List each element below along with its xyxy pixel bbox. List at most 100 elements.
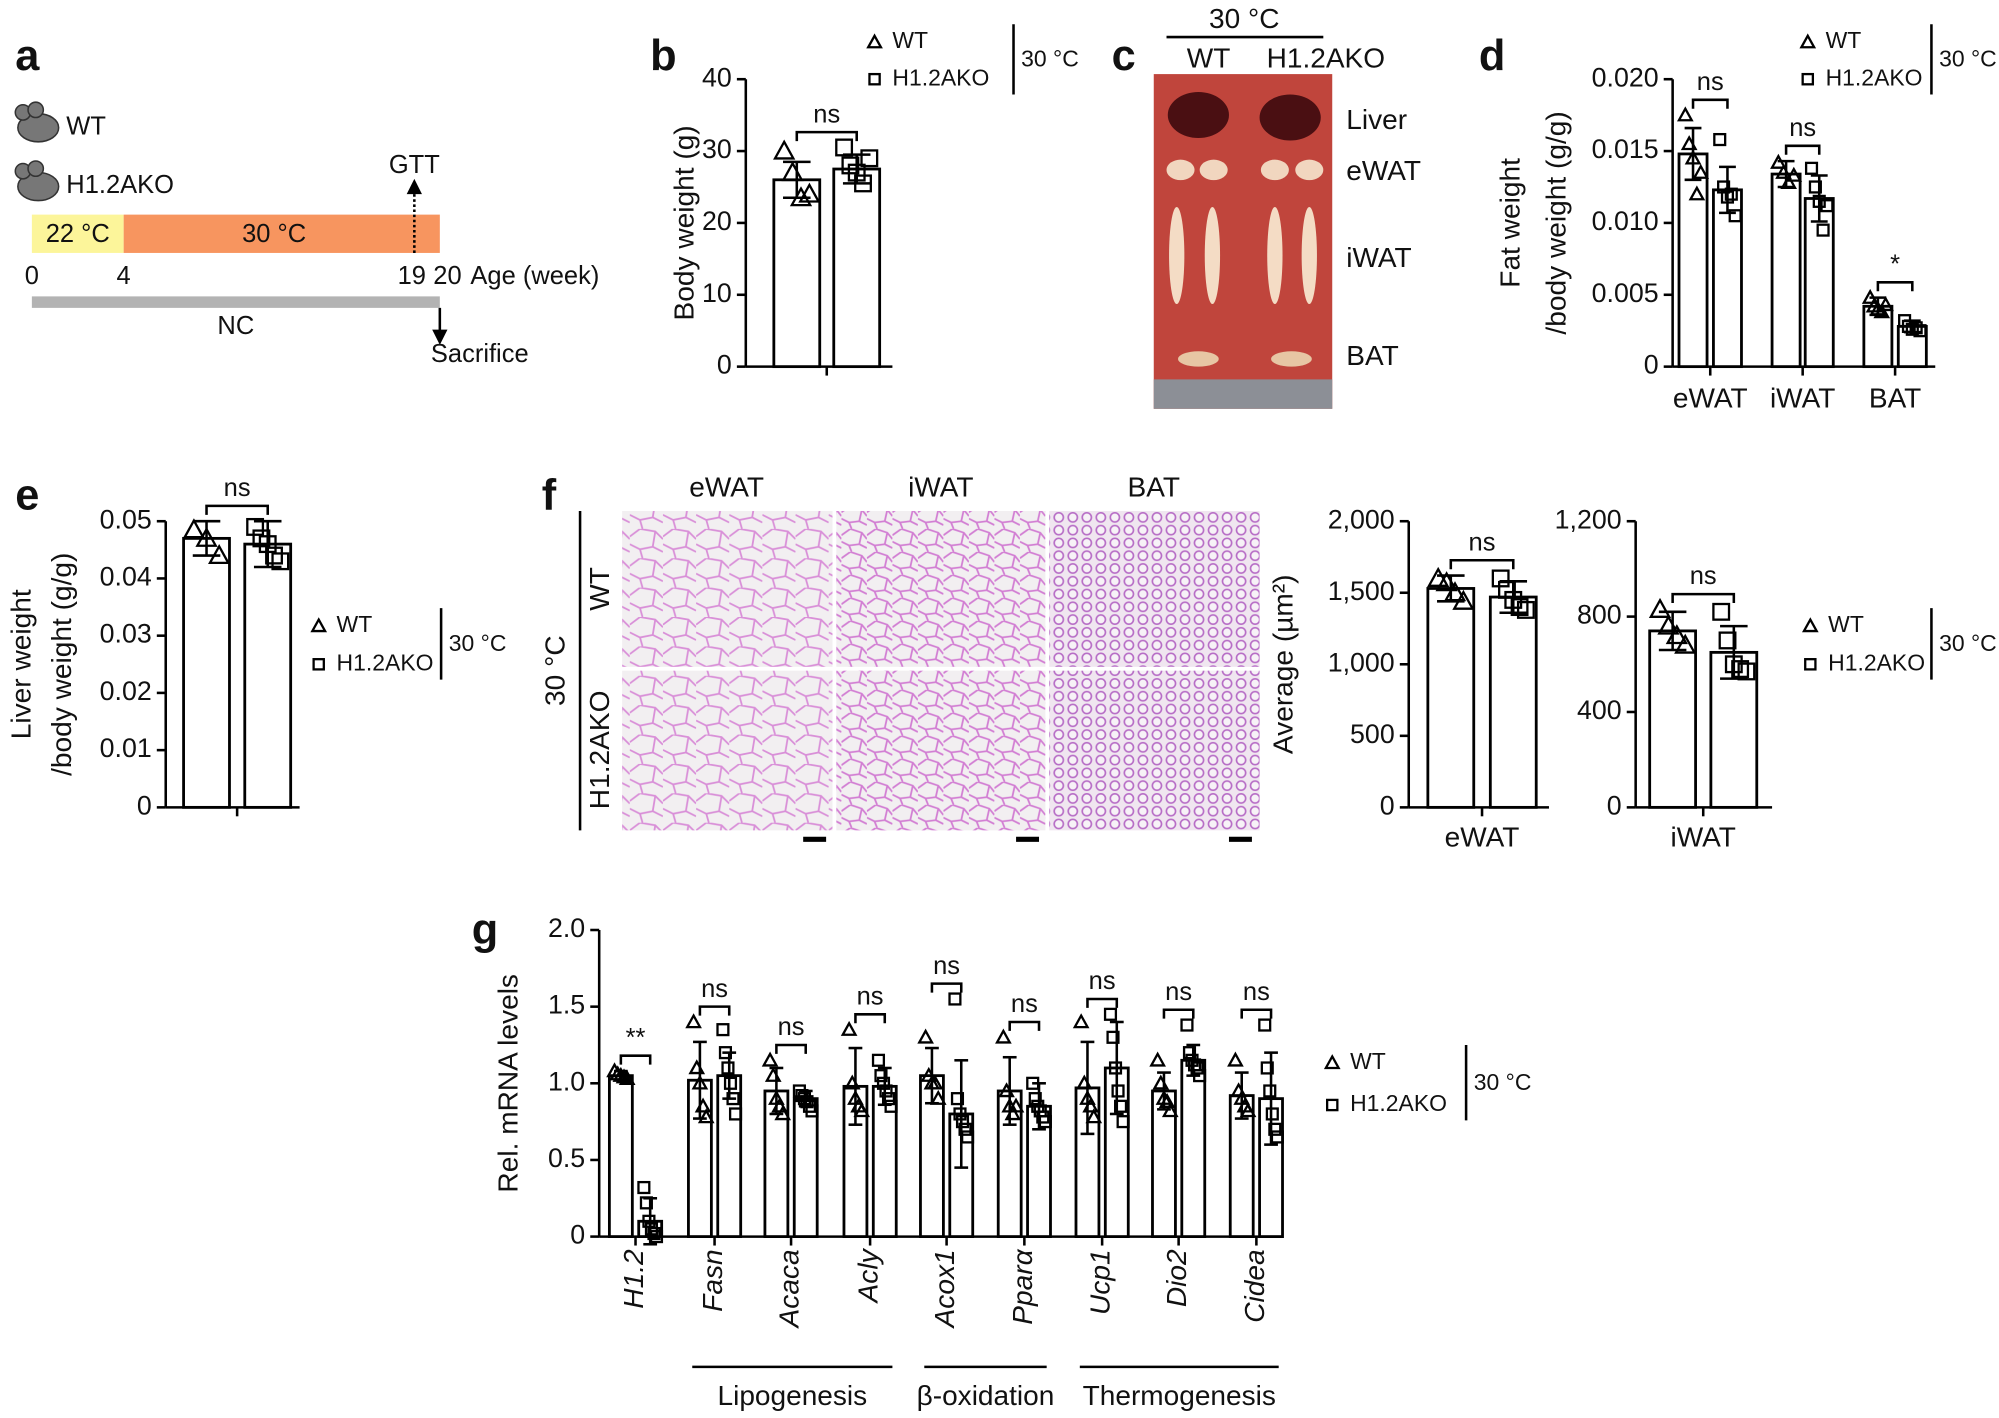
data-point [847, 163, 866, 182]
y-tick-label: 30 [702, 134, 732, 164]
y-axis-label: Average (µm²) [1268, 574, 1299, 754]
significance-label: ns [1243, 978, 1270, 1006]
data-point [874, 1069, 888, 1083]
data-point [1075, 1074, 1093, 1090]
column-label: eWAT [689, 472, 764, 503]
data-point [1260, 1061, 1274, 1075]
data-point [1873, 303, 1891, 319]
diet-bar [31, 296, 440, 308]
data-point [723, 1076, 738, 1090]
event-label: GTT [389, 151, 440, 179]
data-point [1106, 1030, 1120, 1044]
significance-bracket [775, 1043, 807, 1054]
data-point [1227, 1051, 1244, 1067]
data-point [1180, 1018, 1194, 1032]
y-tick-label: 10 [702, 278, 732, 308]
bar [607, 1074, 634, 1239]
data-point [805, 1104, 819, 1118]
data-point [258, 535, 277, 554]
data-point [1498, 580, 1516, 599]
data-point [950, 1092, 965, 1106]
data-point [1111, 1084, 1125, 1098]
group-label: β-oxidation [917, 1380, 1055, 1411]
y-axis-label: Fat weight [1494, 158, 1525, 288]
ewat [1295, 159, 1324, 181]
y-tick-label: 0 [717, 350, 732, 380]
data-point [929, 1089, 947, 1105]
data-point [764, 1066, 782, 1082]
panel-label: d [1479, 32, 1505, 80]
y-axis-label: /body weight (g/g) [1540, 111, 1571, 334]
x-tick-label: Dio2 [1161, 1249, 1192, 1307]
bar-chart: 0 0.005 0.010 0.015 0.020 Fat weight/body wei… [1494, 62, 1936, 413]
y-axis-label: /body weight (g/g) [46, 553, 77, 776]
y-tick-label: 0 [1644, 350, 1659, 380]
significance-label: ns [1165, 978, 1192, 1006]
data-point [1680, 135, 1698, 151]
data-point [1103, 1007, 1118, 1021]
data-point [1724, 187, 1738, 201]
legend-note: 30 °C [449, 630, 507, 656]
legend-label: H1.2AKO [1826, 64, 1923, 90]
data-point [1427, 566, 1450, 587]
data-point [1114, 1099, 1128, 1113]
phase-label: 22 °C [46, 220, 110, 248]
data-point [271, 552, 290, 571]
data-point [1270, 1130, 1284, 1144]
legend-marker [1799, 33, 1817, 49]
data-point [1816, 223, 1830, 237]
tissue-label: BAT [1346, 340, 1398, 371]
data-point [835, 138, 854, 157]
significance-label: ns [1697, 68, 1724, 96]
data-point [948, 992, 962, 1006]
significance-label: ns [224, 474, 251, 502]
data-point [1657, 614, 1680, 635]
data-point [1116, 1115, 1130, 1129]
data-point [879, 1084, 893, 1098]
scale-bar [803, 836, 827, 842]
data-point [1152, 1074, 1170, 1090]
data-point [1692, 163, 1710, 179]
data-point [606, 1062, 623, 1078]
ruler [1153, 379, 1333, 409]
significance-label: ns [933, 952, 960, 980]
iwat [1169, 206, 1185, 305]
data-point [998, 1082, 1015, 1098]
y-tick-label: 0.020 [1592, 62, 1659, 92]
data-point [1676, 106, 1694, 122]
y-tick-label: 1.0 [548, 1066, 585, 1096]
age-tick: 20 [433, 262, 461, 290]
data-point [697, 1108, 715, 1124]
y-tick-label: 0 [570, 1220, 585, 1250]
data-point [721, 1061, 735, 1075]
significance-label: ns [1469, 528, 1496, 556]
mouse-icon [14, 101, 60, 143]
data-point [840, 1020, 858, 1036]
bar [792, 1097, 819, 1239]
data-point [1155, 1089, 1173, 1105]
group-label: H1.2AKO [66, 171, 174, 199]
data-point [1452, 589, 1475, 610]
y-tick-label: 20 [702, 206, 732, 236]
y-tick-label: 0 [1607, 790, 1622, 820]
data-point [1684, 149, 1702, 165]
data-point [926, 1074, 944, 1090]
tissue-label: iWAT [1346, 242, 1411, 273]
significance-bracket [1784, 144, 1821, 155]
data-point [1082, 1097, 1099, 1113]
data-point [871, 1053, 886, 1067]
x-tick-label: Acly [853, 1247, 884, 1304]
data-point [1435, 571, 1458, 592]
data-point [1004, 1105, 1022, 1121]
bar-chart: 0 10 20 30 40 Body weight (g) ns [668, 62, 893, 380]
significance-label: * [1890, 250, 1900, 278]
iwat [1204, 206, 1221, 305]
significance-bracket [1691, 98, 1729, 109]
bar [243, 542, 293, 809]
phase-bar [123, 214, 440, 253]
column-label: WT [1187, 42, 1231, 73]
significance-label: ns [778, 1013, 805, 1041]
data-point [884, 1099, 898, 1113]
